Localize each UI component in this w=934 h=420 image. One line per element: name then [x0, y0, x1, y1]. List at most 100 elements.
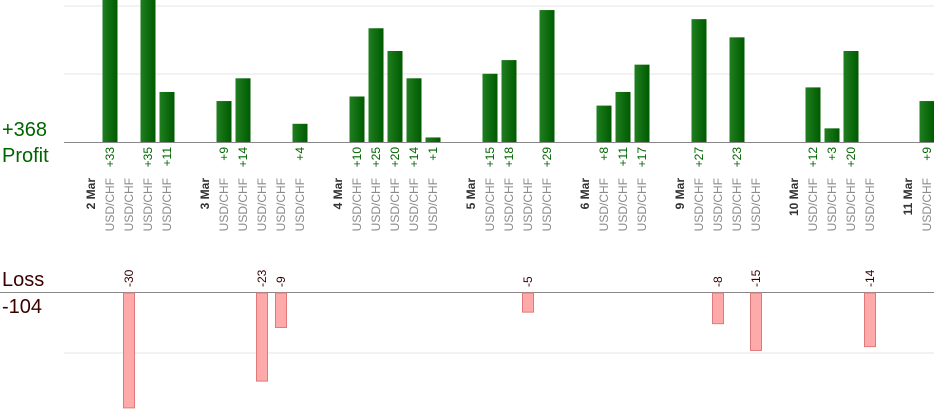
- profit-bar: [729, 37, 745, 142]
- category-label: USD/CHF: [350, 178, 364, 231]
- loss-value-label: -14: [863, 269, 877, 287]
- loss-value-label: -5: [521, 276, 535, 287]
- profit-value-label: +8: [597, 147, 611, 161]
- category-label: USD/CHF: [407, 178, 421, 231]
- profit-value-label: +10: [350, 147, 364, 168]
- date-label: 4 Mar: [331, 178, 345, 210]
- profit-value-label: +20: [388, 147, 402, 168]
- profit-value-label: +25: [369, 147, 383, 168]
- category-label: USD/CHF: [730, 178, 744, 231]
- category-label: USD/CHF: [122, 178, 136, 231]
- category-label: USD/CHF: [711, 178, 725, 231]
- profit-value-label: +17: [635, 147, 649, 168]
- category-label: USD/CHF: [920, 178, 934, 231]
- category-label: USD/CHF: [502, 178, 516, 231]
- date-label: 6 Mar: [578, 178, 592, 210]
- profit-label: Profit: [2, 145, 49, 167]
- category-label: USD/CHF: [483, 178, 497, 231]
- profit-value-label: +14: [236, 147, 250, 168]
- loss-value-label: -9: [274, 276, 288, 287]
- loss-value-label: -30: [122, 269, 136, 287]
- profit-bar: [596, 105, 612, 142]
- category-label: USD/CHF: [540, 178, 554, 231]
- loss-value-label: -8: [711, 276, 725, 287]
- category-label: USD/CHF: [825, 178, 839, 231]
- profit-value-label: +12: [806, 147, 820, 168]
- category-label: USD/CHF: [388, 178, 402, 231]
- category-label: USD/CHF: [597, 178, 611, 231]
- profit-bar: [843, 51, 859, 142]
- category-label: USD/CHF: [141, 178, 155, 231]
- profit-value-label: +20: [844, 147, 858, 168]
- loss-bar: [123, 292, 135, 409]
- profit-bar: [805, 87, 821, 142]
- profit-value-label: +1: [426, 147, 440, 161]
- category-label: USD/CHF: [293, 178, 307, 231]
- category-label: USD/CHF: [692, 178, 706, 231]
- category-label: USD/CHF: [521, 178, 535, 231]
- category-label: USD/CHF: [863, 178, 877, 231]
- loss-total: -104: [2, 296, 43, 318]
- category-label: USD/CHF: [160, 178, 174, 231]
- loss-bar: [750, 292, 762, 351]
- category-label: USD/CHF: [806, 178, 820, 231]
- loss-value-label: -15: [749, 269, 763, 287]
- profit-value-label: +11: [616, 147, 630, 167]
- category-label: USD/CHF: [844, 178, 858, 231]
- date-label: 10 Mar: [787, 178, 801, 216]
- profit-bar: [634, 64, 650, 142]
- profit-bar: [387, 51, 403, 142]
- profit-bar: [615, 91, 631, 142]
- profit-bar: [482, 73, 498, 142]
- loss-bar: [864, 292, 876, 348]
- profit-bar: [919, 101, 934, 142]
- profit-bar: [824, 128, 840, 142]
- profit-bar: [102, 0, 118, 142]
- category-label: USD/CHF: [103, 178, 117, 231]
- profit-bar: [539, 10, 555, 142]
- profit-value-label: +9: [217, 147, 231, 161]
- loss-label: Loss: [2, 269, 45, 291]
- date-label: 11 Mar: [901, 178, 915, 216]
- profit-bar: [406, 78, 422, 142]
- loss-bar: [712, 292, 724, 325]
- profit-bar: [691, 19, 707, 142]
- profit-total: +368: [2, 119, 48, 141]
- profit-value-label: +3: [825, 147, 839, 161]
- profit-value-label: +33: [103, 147, 117, 168]
- category-label: USD/CHF: [369, 178, 383, 231]
- profit-bar: [425, 137, 441, 142]
- profit-value-label: +9: [920, 147, 934, 161]
- loss-bar: [522, 292, 534, 313]
- date-label: 3 Mar: [198, 178, 212, 210]
- date-label: 5 Mar: [464, 178, 478, 210]
- profit-bar: [140, 0, 156, 142]
- date-label: 2 Mar: [84, 178, 98, 210]
- category-label: USD/CHF: [255, 178, 269, 231]
- profit-value-label: +14: [407, 147, 421, 168]
- category-label: USD/CHF: [217, 178, 231, 231]
- profit-bar: [159, 91, 175, 142]
- category-label: USD/CHF: [635, 178, 649, 231]
- profit-value-label: +29: [540, 147, 554, 168]
- profit-bar: [349, 96, 365, 142]
- profit-value-label: +4: [293, 147, 307, 161]
- category-label: USD/CHF: [236, 178, 250, 231]
- category-label: USD/CHF: [749, 178, 763, 231]
- category-label: USD/CHF: [274, 178, 288, 231]
- profit-bar: [292, 123, 308, 142]
- category-label: USD/CHF: [426, 178, 440, 231]
- date-label: 9 Mar: [673, 178, 687, 210]
- profit-value-label: +18: [502, 147, 516, 168]
- profit-value-label: +11: [160, 147, 174, 167]
- profit-bar: [501, 60, 517, 142]
- loss-bar: [275, 292, 287, 328]
- category-label: USD/CHF: [616, 178, 630, 231]
- profit-value-label: +23: [730, 147, 744, 168]
- loss-value-label: -23: [255, 269, 269, 287]
- profit-value-label: +27: [692, 147, 706, 168]
- profit-bar: [368, 28, 384, 142]
- profit-value-label: +15: [483, 147, 497, 168]
- profit-bar: [235, 78, 251, 142]
